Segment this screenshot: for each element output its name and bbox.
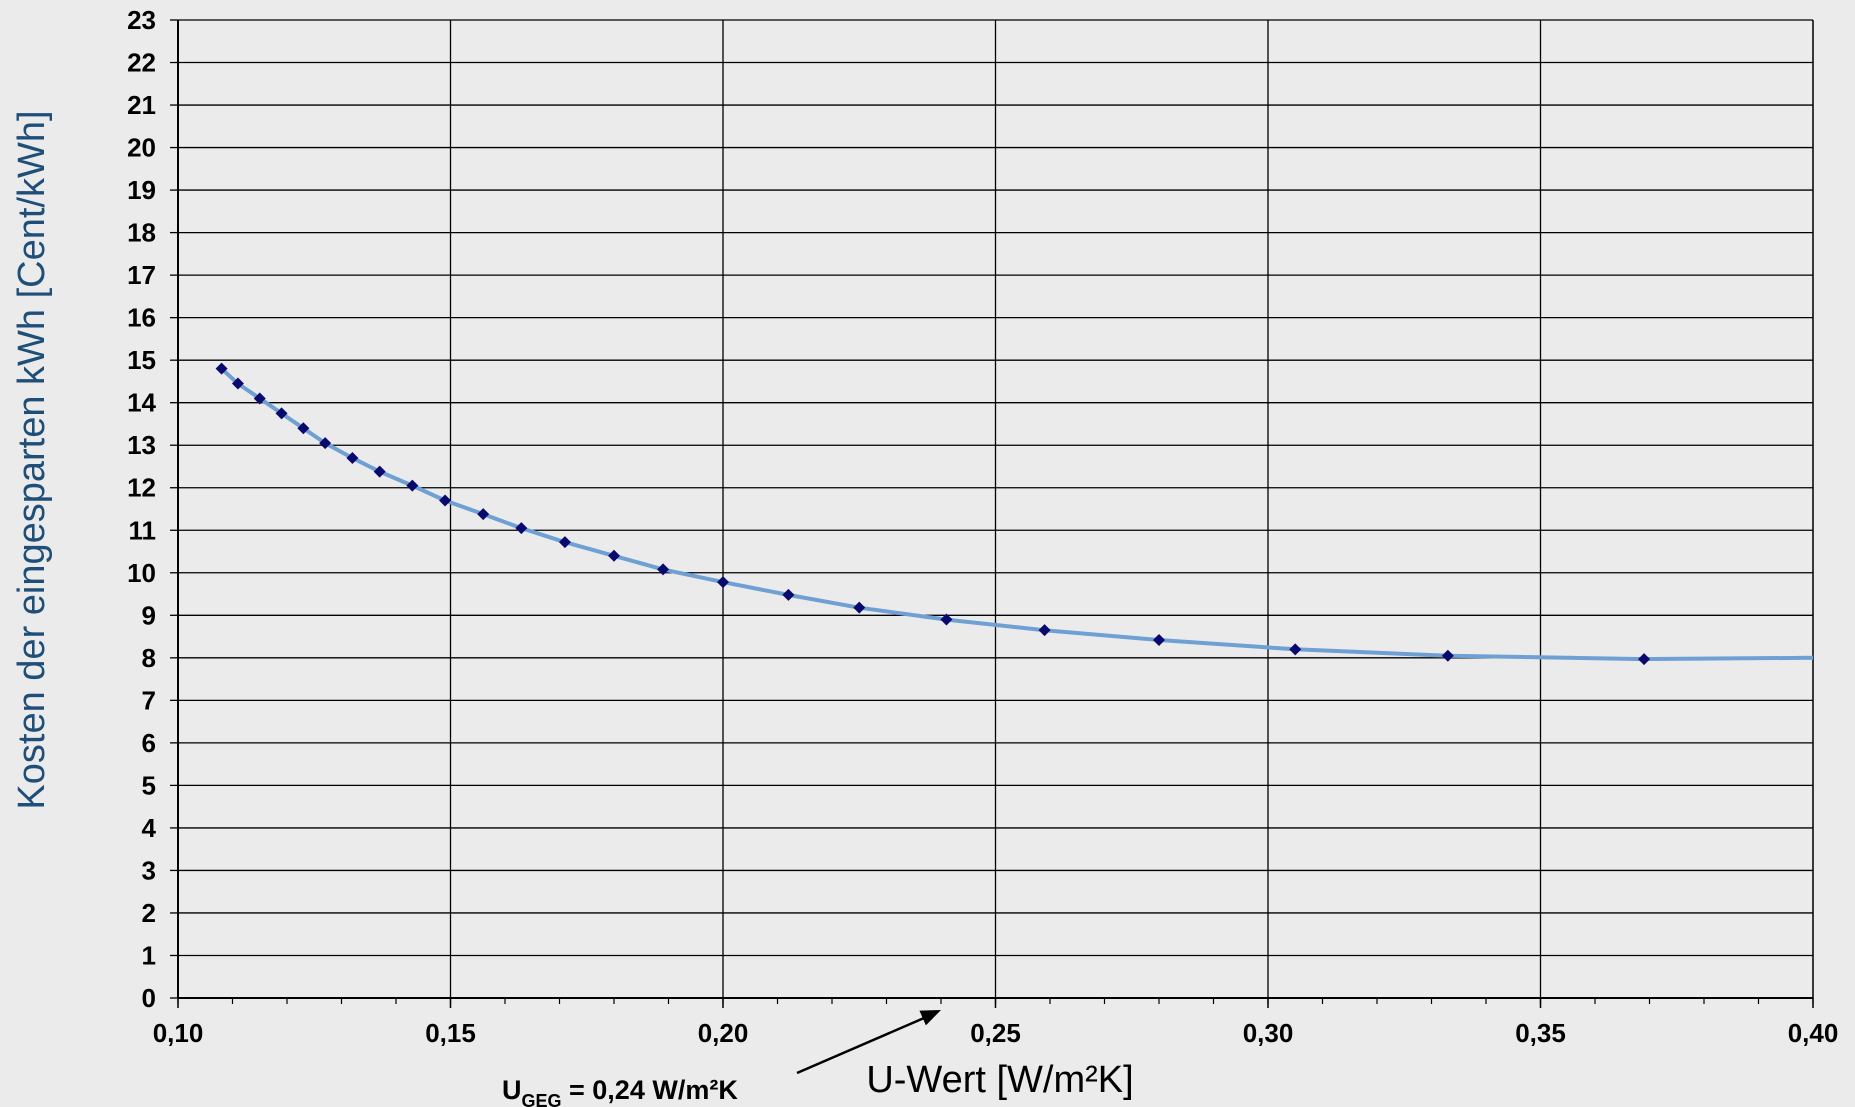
y-tick-label: 16 (127, 303, 156, 333)
data-point (215, 362, 228, 375)
y-tick-label: 2 (142, 898, 156, 928)
data-point (1038, 624, 1051, 637)
y-tick-label: 13 (127, 430, 156, 460)
data-point (319, 437, 332, 450)
data-point (406, 479, 419, 492)
data-point (853, 601, 866, 614)
data-point (297, 422, 310, 435)
x-tick-label: 0,40 (1788, 1018, 1839, 1048)
grid (170, 19, 1814, 1008)
data-point (1441, 649, 1454, 662)
x-tick-label: 0,15 (425, 1018, 476, 1048)
data-point (1638, 653, 1651, 666)
data-point (253, 392, 266, 405)
y-tick-label: 20 (127, 133, 156, 163)
data-point (477, 508, 490, 521)
data-point (439, 494, 452, 507)
data-point (717, 576, 729, 589)
y-tick-label: 22 (127, 48, 156, 78)
y-tick-label: 10 (127, 558, 156, 588)
x-tick-label: 0,20 (698, 1018, 749, 1048)
y-tick-label: 11 (129, 515, 157, 545)
y-tick-label: 1 (142, 940, 156, 970)
x-tick-label: 0,30 (1243, 1018, 1294, 1048)
y-tick-label: 3 (142, 855, 156, 885)
y-tick-label: 12 (127, 473, 156, 503)
y-tick-label: 4 (142, 813, 157, 843)
y-tick-label: 9 (142, 600, 156, 630)
annotation-arrowhead (919, 1010, 941, 1026)
data-point (1153, 633, 1165, 646)
y-tick-label: 0 (142, 983, 156, 1013)
y-tick-label: 6 (142, 728, 156, 758)
data-point (782, 588, 795, 601)
x-tick-label: 0,35 (1515, 1018, 1566, 1048)
data-point (657, 563, 670, 576)
annotation-subscript: GEG (522, 1091, 562, 1107)
data-point (558, 536, 571, 549)
data-point (1289, 643, 1302, 656)
x-tick-label: 0,10 (153, 1018, 204, 1048)
y-tick-label: 5 (142, 770, 156, 800)
data-series (215, 362, 1814, 666)
y-tick-label: 23 (127, 5, 156, 35)
x-axis-title: U-Wert [W/m²K] (866, 1059, 1133, 1101)
y-tick-label: 19 (127, 175, 156, 205)
y-axis-title: Kosten der eingesparten kWh [Cent/kWh] (11, 110, 53, 809)
y-tick-label: 8 (142, 643, 156, 673)
x-tick-labels: 0,10 0,15 0,20 0,25 0,30 0,35 0,40 (153, 1018, 1839, 1048)
y-tick-label: 15 (127, 345, 156, 375)
y-tick-label: 17 (127, 260, 156, 290)
data-point (373, 465, 386, 478)
data-point (231, 377, 244, 390)
data-point (275, 407, 288, 420)
annotation-text: UGEG = 0,24 W/m²K (502, 1075, 738, 1107)
y-tick-label: 14 (127, 388, 156, 418)
data-point (346, 451, 359, 464)
data-point (940, 613, 953, 626)
annotation-value: = 0,24 W/m²K (562, 1075, 739, 1105)
y-tick-label: 7 (142, 685, 156, 715)
y-tick-label: 21 (127, 90, 156, 120)
annotation-symbol: U (502, 1075, 522, 1105)
data-point (608, 549, 620, 562)
data-point (515, 522, 528, 535)
x-tick-label: 0,25 (970, 1018, 1021, 1048)
annotation: UGEG = 0,24 W/m²K (502, 1010, 941, 1107)
annotation-arrow (796, 1013, 932, 1075)
y-tick-label: 18 (127, 218, 156, 248)
